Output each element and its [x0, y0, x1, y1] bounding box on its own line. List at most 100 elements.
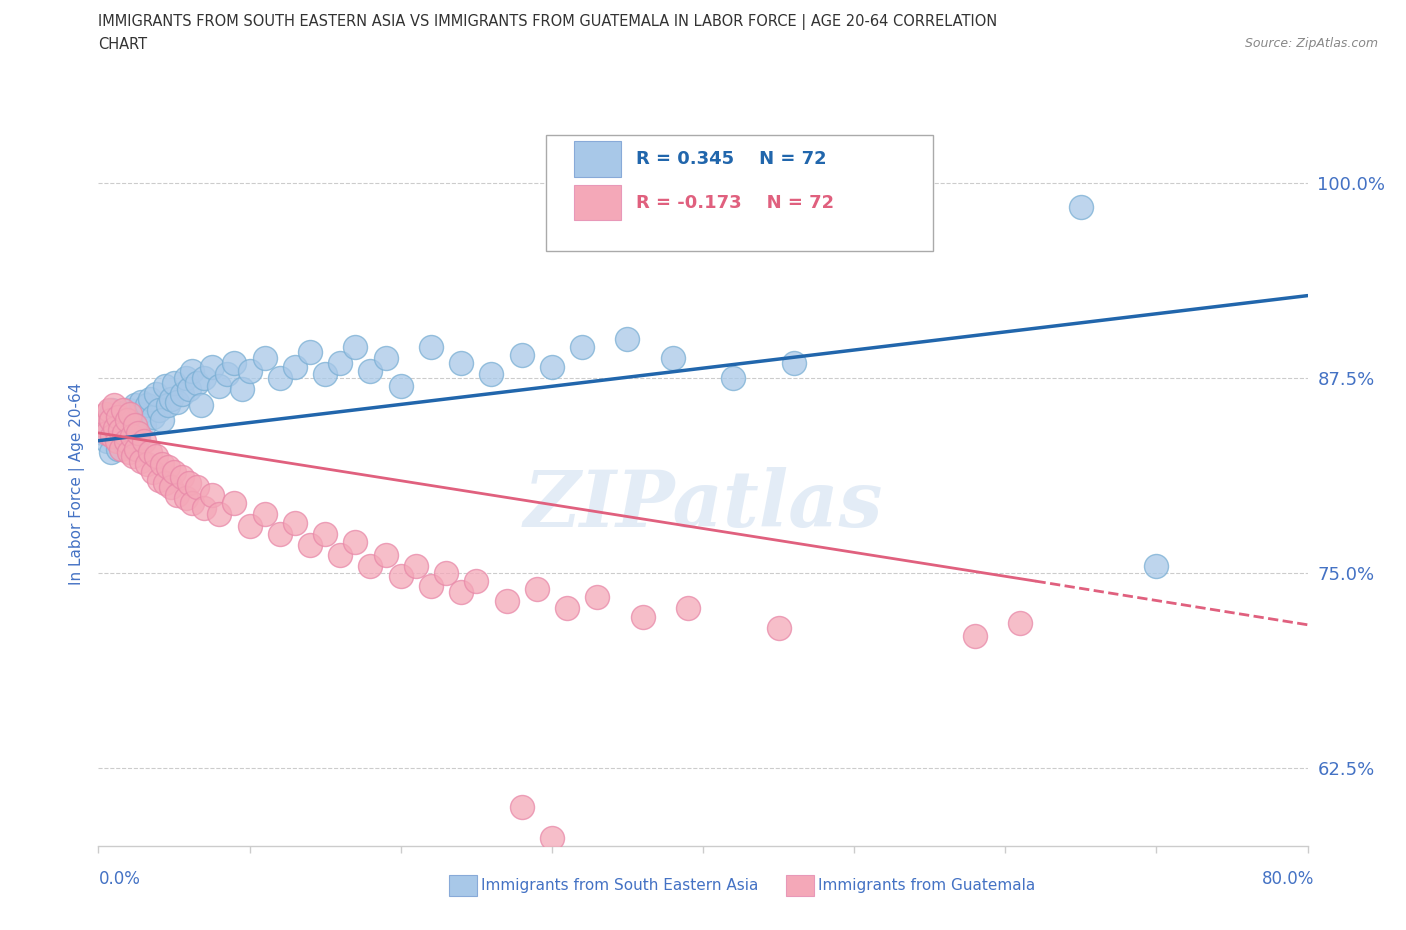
- Point: [120, 425, 142, 440]
- Point: [965, 629, 987, 644]
- Point: [299, 344, 322, 359]
- Point: [571, 339, 593, 354]
- Point: [329, 355, 352, 370]
- Point: [419, 578, 441, 593]
- Point: [163, 464, 186, 479]
- Point: [181, 496, 204, 511]
- Point: [208, 379, 231, 393]
- Point: [239, 519, 262, 534]
- Point: [114, 433, 136, 448]
- Text: R = -0.173    N = 72: R = -0.173 N = 72: [637, 193, 835, 211]
- Point: [160, 392, 183, 406]
- Text: Source: ZipAtlas.com: Source: ZipAtlas.com: [1244, 37, 1378, 50]
- Point: [174, 371, 197, 386]
- Point: [135, 457, 157, 472]
- Point: [127, 431, 149, 445]
- Point: [110, 441, 132, 456]
- Point: [768, 620, 790, 635]
- Point: [112, 425, 135, 440]
- Point: [127, 425, 149, 440]
- Point: [128, 406, 150, 421]
- Point: [782, 355, 804, 370]
- Point: [98, 402, 121, 417]
- Point: [139, 445, 162, 459]
- Point: [389, 379, 412, 393]
- Point: [465, 574, 488, 589]
- Point: [224, 496, 246, 511]
- Point: [186, 480, 208, 495]
- Point: [121, 410, 143, 425]
- Point: [510, 348, 533, 363]
- Point: [166, 394, 188, 409]
- Point: [150, 413, 173, 428]
- Point: [193, 371, 215, 386]
- FancyBboxPatch shape: [546, 136, 932, 251]
- Point: [153, 379, 176, 393]
- Point: [148, 472, 170, 487]
- Point: [586, 590, 609, 604]
- Point: [314, 366, 336, 381]
- Point: [284, 516, 307, 531]
- Point: [122, 449, 145, 464]
- Point: [174, 491, 197, 506]
- Point: [156, 397, 179, 412]
- Point: [118, 445, 141, 459]
- Point: [129, 394, 152, 409]
- Point: [94, 406, 117, 421]
- Point: [419, 339, 441, 354]
- Point: [177, 475, 201, 490]
- Point: [193, 500, 215, 515]
- Point: [360, 558, 382, 573]
- Point: [105, 413, 128, 428]
- Point: [104, 429, 127, 444]
- Point: [374, 547, 396, 562]
- Point: [555, 600, 578, 615]
- Point: [111, 432, 134, 446]
- Point: [132, 433, 155, 448]
- Point: [101, 429, 124, 444]
- Point: [269, 527, 291, 542]
- Point: [181, 363, 204, 378]
- Text: 80.0%: 80.0%: [1263, 870, 1315, 888]
- Point: [526, 581, 548, 596]
- Point: [215, 366, 238, 381]
- Point: [153, 475, 176, 490]
- Point: [186, 376, 208, 391]
- Point: [101, 402, 124, 417]
- Point: [112, 418, 135, 432]
- Point: [269, 371, 291, 386]
- Point: [125, 420, 148, 435]
- Point: [135, 397, 157, 412]
- Text: ZIPatlas: ZIPatlas: [523, 467, 883, 544]
- Point: [160, 480, 183, 495]
- Point: [540, 831, 562, 846]
- Point: [405, 558, 427, 573]
- Point: [510, 800, 533, 815]
- Point: [344, 535, 367, 550]
- Point: [208, 507, 231, 522]
- Point: [239, 363, 262, 378]
- Point: [540, 360, 562, 375]
- Text: 0.0%: 0.0%: [98, 870, 141, 888]
- Point: [110, 425, 132, 440]
- Point: [96, 425, 118, 440]
- Point: [129, 454, 152, 469]
- Point: [115, 413, 138, 428]
- Point: [142, 410, 165, 425]
- Point: [104, 420, 127, 435]
- Point: [253, 507, 276, 522]
- Point: [125, 441, 148, 456]
- Point: [314, 527, 336, 542]
- Point: [91, 425, 114, 440]
- Point: [111, 402, 134, 417]
- Point: [170, 387, 193, 402]
- Point: [329, 547, 352, 562]
- Point: [122, 433, 145, 448]
- Point: [156, 459, 179, 474]
- Y-axis label: In Labor Force | Age 20-64: In Labor Force | Age 20-64: [69, 382, 84, 585]
- Point: [108, 422, 131, 437]
- Point: [91, 418, 114, 432]
- Point: [434, 565, 457, 580]
- Point: [107, 441, 129, 456]
- Point: [103, 420, 125, 435]
